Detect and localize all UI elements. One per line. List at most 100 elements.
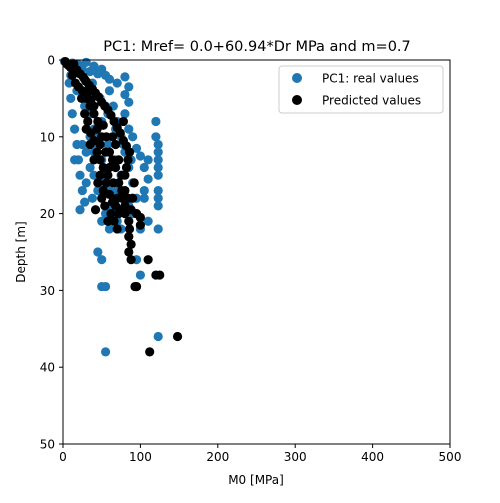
predicted-value-point bbox=[120, 201, 130, 211]
predicted-value-point bbox=[111, 162, 121, 173]
predicted-value-point bbox=[103, 170, 113, 180]
real-value-point bbox=[153, 147, 163, 157]
predicted-value-point bbox=[112, 224, 122, 234]
predicted-value-point bbox=[118, 116, 128, 127]
real-value-point bbox=[75, 170, 85, 180]
predicted-value-point bbox=[131, 281, 142, 292]
real-value-point bbox=[77, 185, 87, 196]
real-value-point bbox=[93, 247, 103, 257]
predicted-value-point bbox=[124, 247, 134, 257]
x-tick-label: 500 bbox=[439, 450, 462, 464]
predicted-value-point bbox=[126, 255, 136, 265]
predicted-value-point bbox=[145, 347, 155, 357]
predicted-value-point bbox=[67, 70, 77, 80]
real-value-point bbox=[75, 205, 85, 215]
real-value-point bbox=[143, 155, 153, 165]
predicted-value-point bbox=[111, 201, 121, 211]
real-value-point bbox=[100, 347, 111, 357]
real-value-point bbox=[143, 174, 153, 184]
y-tick-label: 0 bbox=[47, 54, 55, 68]
x-tick-label: 0 bbox=[59, 450, 67, 464]
predicted-value-point bbox=[83, 116, 93, 127]
real-value-point bbox=[80, 197, 90, 207]
real-value-point bbox=[153, 139, 163, 150]
real-value-point bbox=[120, 89, 130, 100]
y-tick-label: 50 bbox=[40, 438, 55, 452]
predicted-value-point bbox=[107, 132, 118, 142]
predicted-value-point bbox=[95, 155, 105, 165]
predicted-value-point bbox=[86, 95, 96, 105]
predicted-value-point bbox=[124, 232, 134, 242]
predicted-value-point bbox=[76, 93, 87, 103]
predicted-value-point bbox=[100, 201, 110, 211]
real-value-point bbox=[100, 281, 111, 292]
predicted-value-point bbox=[172, 331, 183, 342]
predicted-value-point bbox=[83, 87, 93, 97]
real-value-point bbox=[135, 270, 145, 280]
real-value-point bbox=[153, 155, 163, 165]
legend: PC1: real values Predicted values bbox=[278, 65, 444, 114]
real-value-point bbox=[103, 139, 113, 150]
real-value-point bbox=[89, 61, 99, 71]
real-value-point bbox=[128, 132, 138, 142]
predicted-value-point bbox=[126, 239, 136, 249]
predicted-value-point bbox=[93, 178, 103, 188]
real-value-point bbox=[87, 193, 98, 203]
predicted-value-point bbox=[135, 220, 145, 230]
real-value-point bbox=[151, 132, 161, 142]
predicted-value-point bbox=[123, 155, 133, 165]
real-value-point bbox=[67, 109, 77, 119]
real-value-point bbox=[66, 93, 76, 103]
predicted-value-point bbox=[124, 147, 135, 157]
real-value-point bbox=[70, 124, 80, 134]
y-tick-label: 20 bbox=[40, 207, 55, 221]
predicted-value-point bbox=[98, 120, 108, 130]
x-axis-label: M0 [MPa] bbox=[228, 473, 284, 487]
predicted-value-point bbox=[106, 209, 116, 219]
real-value-point bbox=[81, 147, 91, 157]
predicted-value-point bbox=[92, 147, 102, 157]
real-value-point bbox=[77, 139, 87, 150]
predicted-value-point bbox=[101, 178, 111, 188]
real-value-point bbox=[97, 255, 107, 265]
predicted-value-point bbox=[95, 139, 105, 150]
real-value-point bbox=[104, 74, 115, 84]
predicted-value-point bbox=[80, 74, 90, 84]
real-value-point bbox=[70, 155, 80, 165]
predicted-value-point bbox=[121, 162, 132, 173]
y-axis-label: Depth [m] bbox=[14, 221, 28, 282]
legend-marker-real-values bbox=[292, 73, 302, 83]
real-value-point bbox=[124, 124, 134, 134]
predicted-value-point bbox=[103, 216, 113, 226]
predicted-value-point bbox=[120, 170, 130, 180]
predicted-value-point bbox=[129, 178, 139, 188]
real-value-point bbox=[104, 86, 115, 96]
real-value-point bbox=[139, 193, 149, 203]
real-value-point bbox=[143, 216, 153, 226]
real-value-point bbox=[153, 331, 163, 342]
predicted-value-point bbox=[95, 170, 105, 180]
predicted-value-point bbox=[155, 270, 165, 280]
x-tick-label: 200 bbox=[206, 450, 229, 464]
real-value-point bbox=[120, 109, 130, 119]
y-tick-label: 10 bbox=[40, 130, 55, 144]
real-value-point bbox=[151, 116, 161, 127]
predicted-value-point bbox=[115, 128, 125, 138]
predicted-value-point bbox=[124, 224, 135, 234]
predicted-value-point bbox=[80, 109, 90, 119]
real-value-point bbox=[153, 170, 163, 180]
x-tick-label: 300 bbox=[284, 450, 307, 464]
predicted-value-point bbox=[90, 205, 101, 215]
real-value-point bbox=[153, 224, 163, 234]
real-value-point bbox=[104, 224, 115, 234]
predicted-value-point bbox=[124, 216, 134, 226]
real-value-point bbox=[139, 162, 149, 173]
predicted-value-point bbox=[97, 193, 107, 203]
predicted-value-point bbox=[117, 193, 127, 203]
real-value-point bbox=[85, 162, 95, 173]
real-value-point bbox=[135, 151, 145, 161]
chart-title: PC1: Mref= 0.0+60.94*Dr MPa and m=0.7 bbox=[103, 39, 411, 55]
legend-label-real-values: PC1: real values bbox=[322, 72, 419, 86]
